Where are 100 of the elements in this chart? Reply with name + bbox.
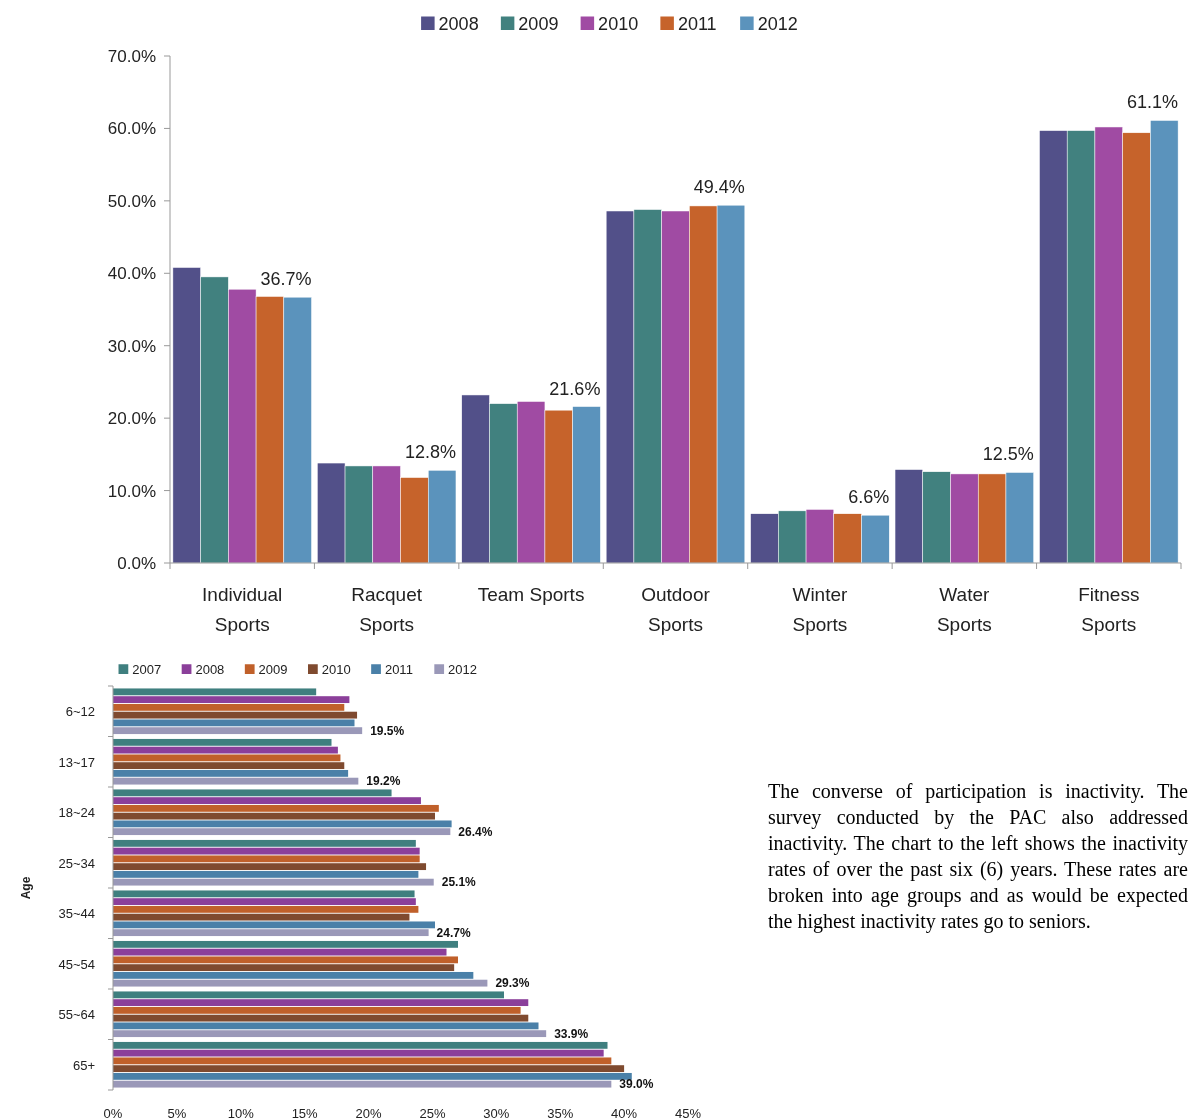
- y-tick-label: 35~44: [58, 906, 95, 922]
- x-tick-label: 45%: [674, 1106, 702, 1120]
- bar: [113, 964, 455, 972]
- y-tick-label: 6~12: [65, 704, 95, 720]
- x-tick-label: Racquet Sports: [351, 584, 423, 635]
- x-tick-label: 25%: [419, 1106, 446, 1120]
- y-tick-label: 40.0%: [107, 264, 156, 284]
- legend-label: 2012: [757, 14, 798, 34]
- bar: [113, 1030, 547, 1038]
- data-label: 26.4%: [458, 824, 493, 839]
- bar: [113, 738, 332, 746]
- data-label: 12.8%: [404, 442, 456, 463]
- x-tick-label: Team Sports: [477, 584, 585, 605]
- x-tick-label: 30%: [483, 1106, 510, 1120]
- bar: [113, 956, 458, 964]
- y-tick-label: 55~64: [58, 1007, 95, 1023]
- bar: [113, 839, 416, 847]
- data-label: 25.1%: [441, 875, 477, 890]
- bar: [113, 940, 458, 948]
- x-tick-label: 10%: [227, 1106, 255, 1120]
- bar: [113, 890, 415, 898]
- data-label: 12.5%: [982, 444, 1034, 465]
- y-axis-title: Age: [19, 876, 33, 900]
- legend-label: 2008: [438, 14, 479, 34]
- x-tick-label: Individual Sports: [202, 584, 283, 635]
- data-label: 24.7%: [436, 925, 471, 940]
- bar: [113, 870, 419, 878]
- bar: [113, 789, 392, 797]
- data-label: 19.2%: [366, 774, 401, 789]
- bar: [113, 703, 345, 711]
- x-tick-label: Fitness Sports: [1078, 584, 1140, 635]
- bar: [113, 1072, 632, 1080]
- data-label: 61.1%: [1127, 92, 1179, 113]
- y-tick-label: 50.0%: [107, 191, 156, 211]
- text: The converse of participation is inactivity. The survey conducted by the PAC also addressed inactivity. The chart to the left shows the inactivity rates of over the past six (6) years. These rates are broken into age groups and as would be expected the highest inactivity rates go to seniors.: [768, 779, 1188, 934]
- y-tick-label: 60.0%: [107, 119, 156, 139]
- bar: [113, 769, 349, 777]
- data-label: 6.6%: [848, 487, 890, 508]
- data-label: 49.4%: [693, 177, 745, 198]
- bar: [113, 1041, 608, 1049]
- legend-label: 2012: [448, 662, 477, 677]
- y-tick-label: 20.0%: [107, 409, 156, 429]
- y-tick-label: 30.0%: [107, 336, 156, 356]
- data-label: 33.9%: [554, 1026, 589, 1041]
- legend-label: 2010: [321, 662, 351, 677]
- bar: [113, 820, 452, 828]
- bar: [113, 797, 421, 805]
- x-tick-label: 0%: [103, 1106, 123, 1120]
- bar: [113, 971, 474, 979]
- x-tick-label: Water Sports: [936, 584, 992, 635]
- bar: [113, 1049, 604, 1057]
- data-label: 21.6%: [549, 378, 601, 399]
- bar: [113, 1022, 539, 1030]
- y-tick-label: 25~34: [58, 855, 95, 871]
- bar: [113, 762, 345, 770]
- bar: [113, 898, 416, 906]
- bar: [113, 696, 350, 704]
- legend-label: 2007: [132, 662, 162, 677]
- bar: [113, 1006, 521, 1014]
- data-label: 29.3%: [495, 976, 530, 991]
- bar: [113, 746, 338, 754]
- data-label: 39.0%: [619, 1077, 654, 1092]
- legend-label: 2011: [384, 662, 413, 677]
- bar: [113, 878, 434, 886]
- y-tick-label: 18~24: [58, 805, 95, 821]
- legend-label: 2009: [258, 662, 288, 677]
- bar: [113, 863, 427, 871]
- y-tick-label: 65+: [72, 1057, 95, 1073]
- bar: [113, 754, 341, 762]
- bar: [113, 1057, 612, 1065]
- bar: [113, 1080, 612, 1088]
- bar: [113, 999, 529, 1007]
- bar: [113, 777, 359, 785]
- bar: [113, 948, 447, 956]
- y-tick-label: 45~54: [58, 956, 95, 972]
- bar: [113, 1014, 529, 1022]
- bar: [113, 719, 355, 727]
- x-tick-label: 40%: [611, 1106, 638, 1120]
- bar: [113, 828, 451, 836]
- bar: [113, 688, 317, 696]
- legend-label: 2011: [677, 14, 717, 34]
- bar: [113, 804, 439, 812]
- y-tick-label: 13~17: [58, 754, 95, 770]
- bar: [113, 812, 435, 820]
- bar: [113, 929, 429, 937]
- bar: [113, 1065, 625, 1073]
- x-tick-label: 35%: [547, 1106, 574, 1120]
- bar: [113, 921, 435, 929]
- y-tick-label: 10.0%: [107, 481, 156, 501]
- data-label: 36.7%: [260, 269, 312, 290]
- x-tick-label: 5%: [167, 1106, 187, 1120]
- bar: [113, 913, 410, 921]
- legend-label: 2010: [598, 14, 639, 34]
- bar: [113, 905, 419, 913]
- bar: [113, 847, 420, 855]
- x-tick-label: Winter Sports: [792, 584, 849, 635]
- x-tick-label: Outdoor Sports: [641, 584, 711, 635]
- legend-label: 2008: [195, 662, 225, 677]
- y-tick-label: 70.0%: [107, 47, 156, 66]
- bar: [113, 979, 488, 987]
